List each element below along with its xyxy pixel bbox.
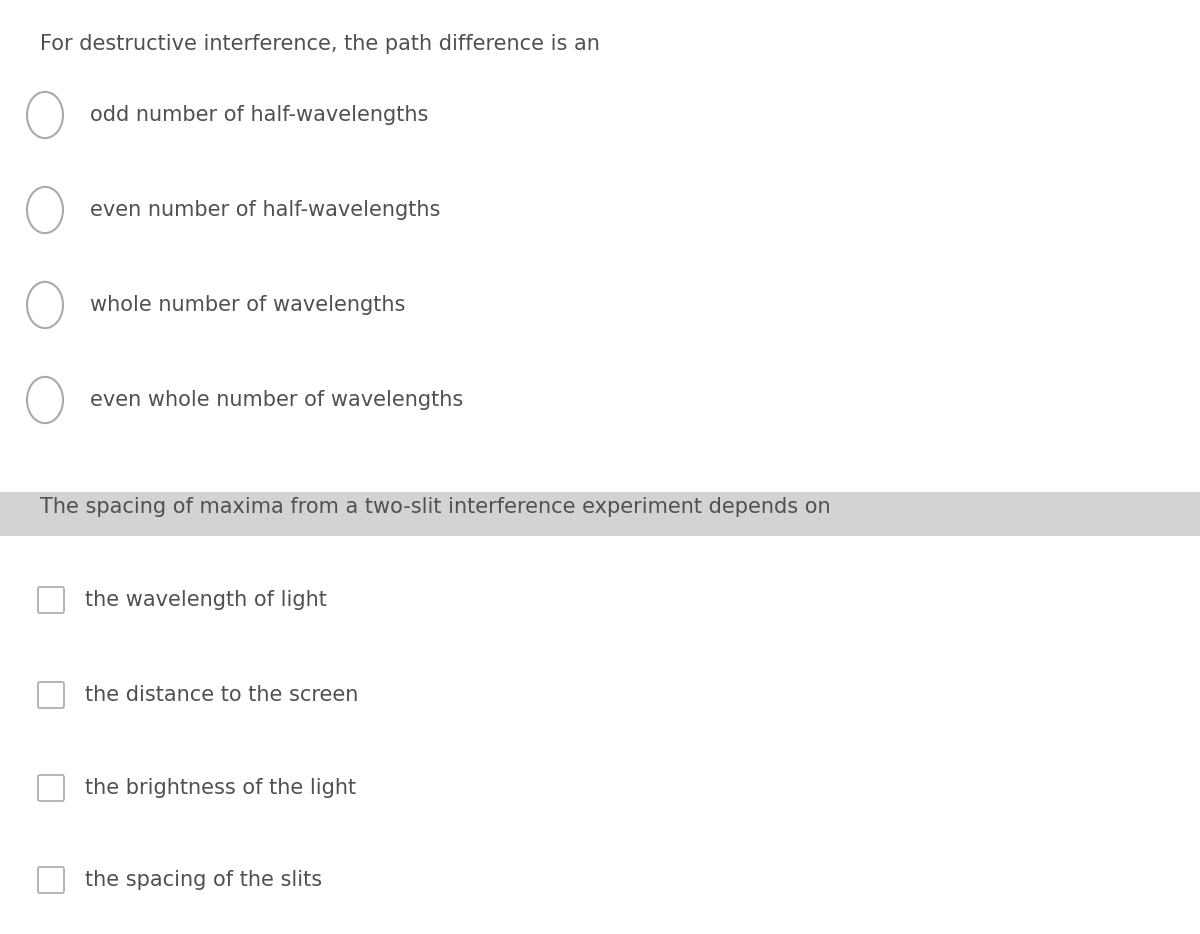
FancyBboxPatch shape [38, 775, 64, 801]
Text: For destructive interference, the path difference is an: For destructive interference, the path d… [40, 34, 600, 54]
FancyBboxPatch shape [38, 682, 64, 708]
Text: even whole number of wavelengths: even whole number of wavelengths [90, 390, 463, 410]
Text: the wavelength of light: the wavelength of light [85, 590, 326, 610]
Text: the distance to the screen: the distance to the screen [85, 685, 359, 705]
Bar [0, 492, 1200, 536]
Text: whole number of wavelengths: whole number of wavelengths [90, 295, 406, 315]
Text: the spacing of the slits: the spacing of the slits [85, 870, 322, 890]
Text: odd number of half-wavelengths: odd number of half-wavelengths [90, 105, 428, 125]
FancyBboxPatch shape [38, 587, 64, 613]
FancyBboxPatch shape [38, 867, 64, 893]
Text: the brightness of the light: the brightness of the light [85, 778, 356, 798]
Text: even number of half-wavelengths: even number of half-wavelengths [90, 200, 440, 220]
Text: The spacing of maxima from a two-slit interference experiment depends on: The spacing of maxima from a two-slit in… [40, 497, 830, 517]
